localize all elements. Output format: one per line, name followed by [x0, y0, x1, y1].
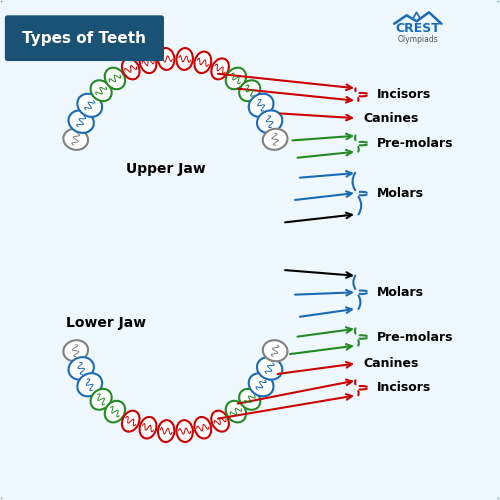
Ellipse shape [194, 417, 212, 438]
Ellipse shape [68, 110, 94, 133]
Text: CREST: CREST [396, 22, 440, 35]
Ellipse shape [212, 58, 229, 80]
Ellipse shape [176, 420, 193, 442]
Text: Canines: Canines [364, 357, 418, 370]
Ellipse shape [257, 357, 282, 380]
Ellipse shape [176, 48, 193, 70]
Ellipse shape [226, 68, 246, 89]
Ellipse shape [90, 389, 112, 410]
Ellipse shape [263, 340, 287, 361]
Ellipse shape [257, 110, 282, 133]
Text: Pre-molars: Pre-molars [377, 330, 454, 344]
Text: Incisors: Incisors [377, 381, 431, 394]
Ellipse shape [64, 129, 88, 150]
Text: Pre-molars: Pre-molars [377, 137, 454, 150]
Ellipse shape [239, 389, 260, 410]
Ellipse shape [140, 417, 156, 438]
Ellipse shape [248, 373, 274, 396]
Ellipse shape [68, 357, 94, 380]
Ellipse shape [194, 52, 212, 73]
Text: Incisors: Incisors [377, 88, 431, 102]
Ellipse shape [104, 401, 125, 422]
Ellipse shape [212, 410, 229, 432]
Ellipse shape [78, 373, 102, 396]
Ellipse shape [263, 129, 287, 150]
Text: Lower Jaw: Lower Jaw [66, 316, 146, 330]
Text: Olympiads: Olympiads [398, 35, 438, 44]
Ellipse shape [158, 420, 174, 442]
Text: Molars: Molars [377, 286, 424, 299]
Ellipse shape [122, 58, 140, 80]
Ellipse shape [78, 94, 102, 117]
Text: Molars: Molars [377, 188, 424, 200]
Text: Types of Teeth: Types of Teeth [22, 30, 146, 46]
Ellipse shape [248, 94, 274, 117]
Ellipse shape [90, 80, 112, 101]
Ellipse shape [239, 80, 260, 101]
Ellipse shape [226, 401, 246, 422]
FancyBboxPatch shape [5, 16, 164, 61]
Ellipse shape [158, 48, 174, 70]
Ellipse shape [104, 68, 125, 89]
Ellipse shape [140, 52, 156, 73]
Ellipse shape [122, 410, 140, 432]
Text: Canines: Canines [364, 112, 418, 124]
Text: Upper Jaw: Upper Jaw [126, 162, 206, 176]
Ellipse shape [64, 340, 88, 361]
